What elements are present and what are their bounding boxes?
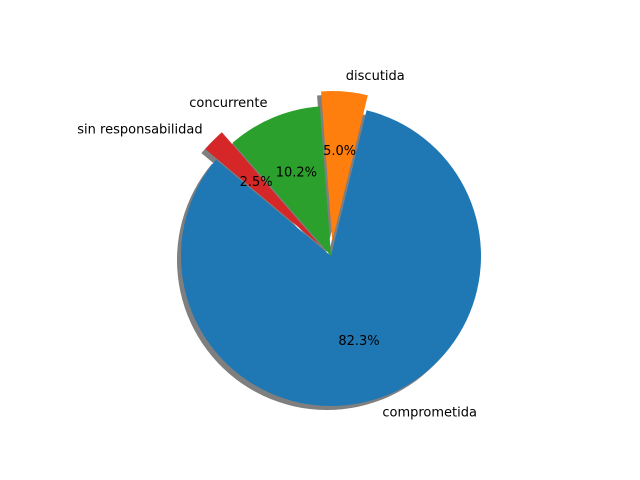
pie-slice-comprometida: [181, 110, 482, 407]
slice-percent-sin-responsabilidad: 2.5%: [240, 175, 273, 190]
pie-slice-discutida: [321, 91, 368, 242]
pie-slice-sin-responsabilidad: [205, 132, 321, 246]
slice-percent-comprometida: 82.3%: [338, 334, 379, 349]
slice-label-comprometida: comprometida: [382, 405, 477, 420]
slice-label-sin-responsabilidad: sin responsabilidad: [77, 122, 202, 137]
slice-label-discutida: discutida: [346, 69, 405, 84]
pie-slice-concurrente: [232, 106, 331, 257]
slice-label-concurrente: concurrente: [189, 96, 267, 111]
pie-labels: comprometida 82.3% discutida 5.0% concurrent…: [77, 69, 477, 420]
slice-percent-discutida: 5.0%: [323, 144, 356, 159]
slice-percent-concurrente: 10.2%: [276, 165, 317, 180]
pie-slices: [181, 91, 482, 407]
